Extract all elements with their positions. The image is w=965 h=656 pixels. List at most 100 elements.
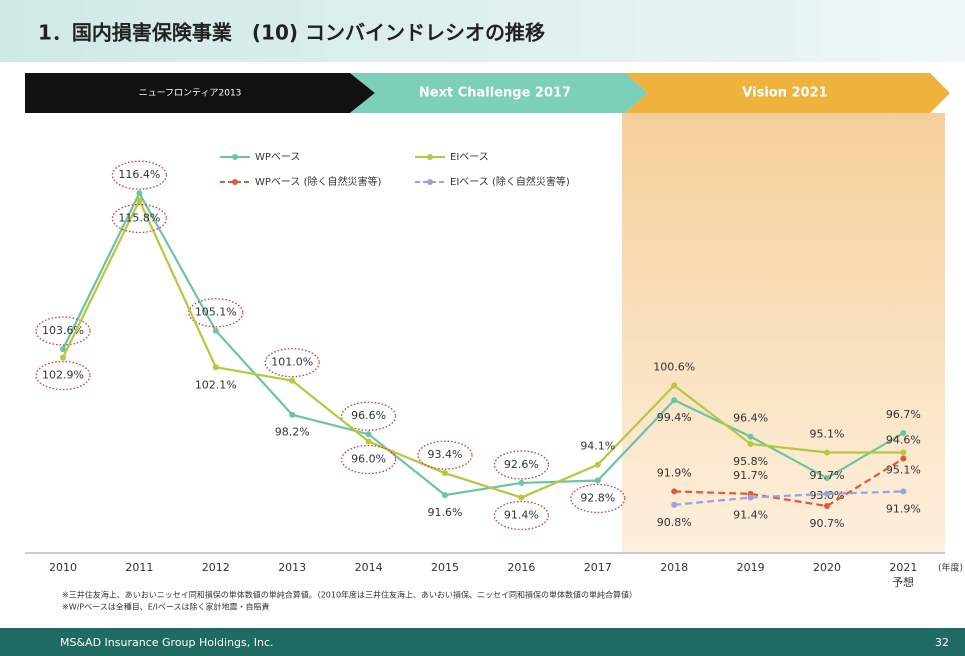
data-label: 92.6% — [504, 458, 539, 471]
data-label: 91.4% — [504, 509, 539, 522]
series-line — [674, 490, 904, 506]
legend-marker — [427, 154, 433, 160]
phase-arrow — [25, 73, 375, 113]
legend-label: WPベース (除く自然災害等) — [255, 175, 381, 188]
point — [824, 475, 830, 482]
data-label: 96.7% — [886, 408, 921, 421]
data-label: 105.1% — [195, 306, 237, 319]
data-label: 95.1% — [810, 427, 845, 440]
footnote: ※W/Pベースは全種目、E/Iベースは除く家計地震・自賠責 — [62, 602, 269, 612]
point — [442, 492, 448, 499]
point — [900, 488, 907, 495]
x-tick-label: 2016 — [507, 561, 535, 574]
legend-label: WPベース — [255, 151, 300, 163]
data-label: 116.4% — [118, 168, 160, 181]
point — [60, 354, 66, 361]
point — [671, 397, 678, 404]
data-label: 94.6% — [886, 434, 921, 447]
point — [900, 449, 907, 456]
data-label: 91.6% — [428, 506, 463, 519]
data-label: 91.4% — [733, 509, 768, 522]
legend-label: EIベース — [450, 151, 489, 163]
legend-marker — [427, 179, 433, 185]
highlight-ring — [111, 203, 168, 234]
slide-title: 1．国内損害保険事業 (10) コンバインドレシオの推移 — [38, 21, 545, 45]
data-label: 95.1% — [886, 463, 921, 476]
x-tick-label: 2011 — [125, 561, 153, 574]
x-tick-label: 2018 — [660, 561, 688, 574]
data-label: 93.4% — [428, 448, 463, 461]
phase-label: Vision 2021 — [742, 86, 827, 101]
x-tick-label: 2019 — [737, 561, 765, 574]
point — [594, 461, 601, 468]
point — [900, 455, 907, 462]
highlight-ring — [188, 298, 244, 328]
highlight-ring — [340, 444, 397, 475]
highlight-ring — [493, 500, 550, 531]
data-label: 94.1% — [580, 440, 615, 453]
point — [365, 431, 372, 438]
data-label: 102.9% — [42, 369, 84, 382]
highlight-ring — [570, 483, 626, 514]
x-axis-label: (年度) — [938, 562, 963, 574]
x-tick-label: 2010 — [49, 561, 77, 574]
point — [747, 433, 754, 440]
data-label: 102.1% — [195, 378, 237, 391]
point — [824, 503, 830, 510]
data-label: 95.8% — [733, 455, 768, 468]
point — [289, 377, 296, 384]
footer-company: MS&AD Insurance Group Holdings, Inc. — [60, 636, 274, 649]
phase-label: ニューフロンティア2013 — [139, 88, 242, 99]
x-tick-label: 2015 — [431, 561, 459, 574]
highlight-ring — [35, 316, 91, 346]
data-label: 90.8% — [657, 516, 692, 529]
phase-arrow — [350, 73, 648, 113]
point — [136, 190, 143, 197]
highlight-ring — [264, 348, 320, 378]
point — [289, 411, 296, 418]
data-label: 115.8% — [118, 211, 160, 224]
legend-label: EIベース (除く自然災害等) — [450, 175, 570, 188]
point — [824, 449, 830, 456]
data-label: 91.9% — [657, 466, 692, 479]
highlight-ring — [493, 450, 550, 480]
data-label: 96.0% — [351, 453, 386, 466]
data-label: 92.8% — [580, 491, 615, 504]
data-label: 96.6% — [351, 409, 386, 422]
point — [747, 494, 754, 501]
point — [671, 501, 678, 508]
phase-arrow — [625, 73, 950, 113]
series-line — [62, 190, 904, 497]
point — [671, 488, 678, 495]
point — [824, 490, 830, 497]
point — [594, 477, 601, 484]
x-tick-label: 2013 — [278, 561, 306, 574]
series-line — [62, 197, 904, 499]
point — [518, 494, 525, 501]
x-tick-label: 2020 — [813, 561, 841, 574]
data-label: 101.0% — [271, 356, 313, 369]
data-label: 91.7% — [733, 469, 768, 482]
point — [900, 430, 907, 436]
highlight-ring — [417, 440, 473, 470]
x-tick-label: 2012 — [202, 561, 230, 574]
category-note: 予想 — [892, 575, 914, 589]
legend-marker — [232, 179, 238, 185]
phase-label: Next Challenge 2017 — [419, 86, 571, 101]
footer-band — [0, 628, 965, 656]
point — [442, 470, 448, 477]
point — [212, 327, 219, 334]
x-tick-label: 2021 — [889, 561, 917, 574]
data-label: 91.9% — [886, 502, 921, 515]
highlight-ring — [35, 360, 91, 391]
legend-marker — [232, 154, 238, 160]
point — [136, 197, 143, 204]
point — [518, 479, 525, 486]
highlight-ring — [340, 401, 397, 431]
data-label: 91.7% — [810, 469, 845, 482]
point — [60, 346, 66, 352]
forecast-shade — [622, 113, 945, 553]
point — [671, 382, 678, 389]
